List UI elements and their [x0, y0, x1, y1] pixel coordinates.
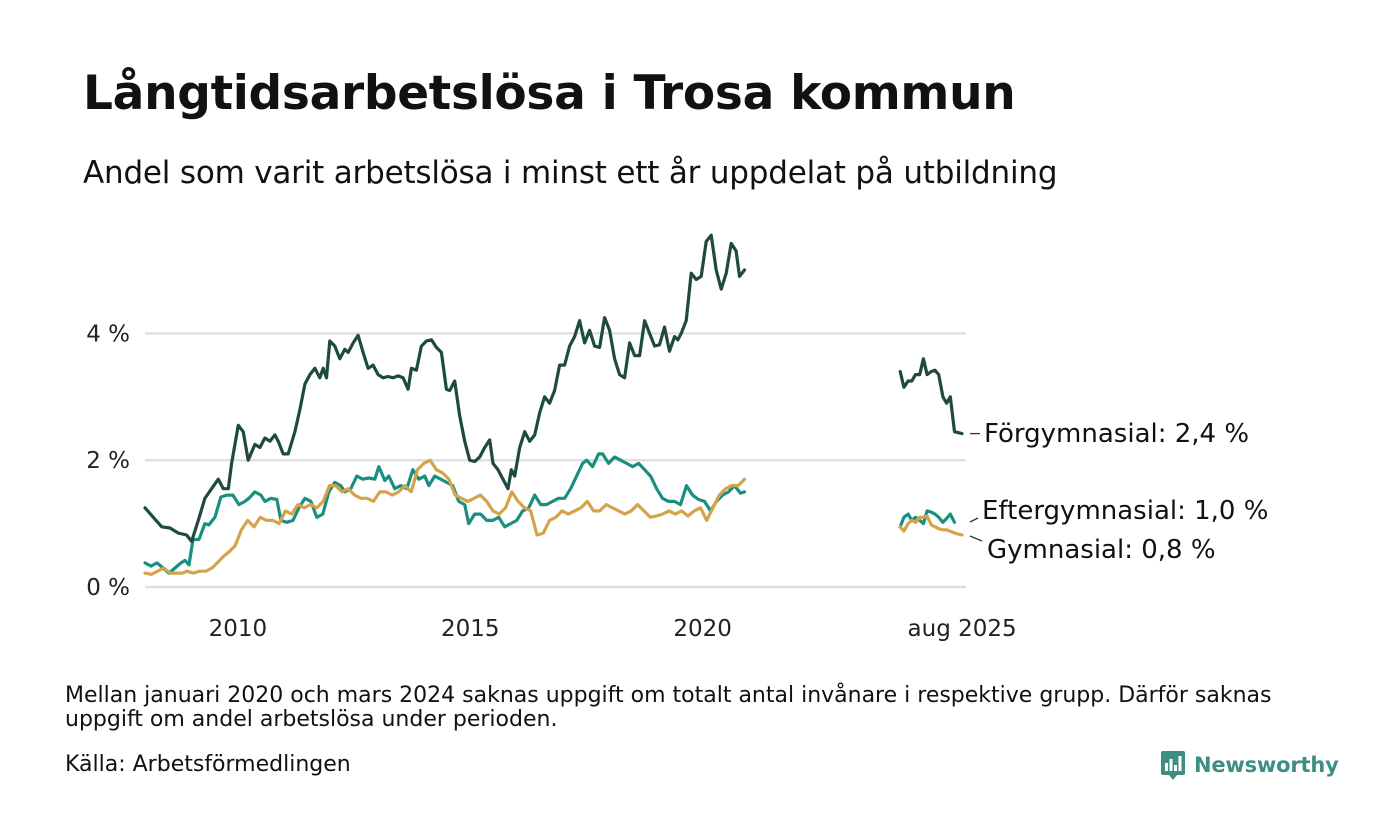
series-line-gymnasial-segment-1: [143, 458, 747, 576]
footnote: Mellan januari 2020 och mars 2024 saknas…: [65, 683, 1272, 732]
end-labels: Förgymnasial: 2,4 % Eftergymnasial: 1,0 %…: [969, 419, 1268, 565]
line-chart: 0 % 2 % 4 % 2010 2015 2020 aug 2025 Förgymnas…: [86, 233, 1268, 642]
chart-subtitle: Andel som varit arbetslösa i minst ett å…: [83, 155, 1058, 191]
end-label-leader: [969, 535, 983, 542]
y-tick-label: 0 %: [86, 575, 130, 601]
source-text: Källa: Arbetsförmedlingen: [65, 752, 351, 777]
series-line-förgymnasial-segment-1: [143, 233, 747, 543]
x-tick-label: 2015: [441, 616, 500, 642]
x-tick-label: aug 2025: [908, 616, 1017, 642]
x-axis: 2010 2015 2020 aug 2025: [209, 616, 1017, 642]
brand-logo: Newsworthy: [1160, 748, 1339, 782]
brand-name: Newsworthy: [1194, 753, 1339, 777]
chart-title: Långtidsarbetslösa i Trosa kommun: [83, 66, 1016, 121]
y-tick-label: 4 %: [86, 321, 130, 347]
series-line-eftergymnasial-segment-1: [143, 452, 747, 575]
series-lines: [143, 233, 964, 576]
end-label-förgymnasial: Förgymnasial: 2,4 %: [984, 419, 1249, 449]
end-label-gymnasial: Gymnasial: 0,8 %: [987, 535, 1216, 565]
end-label-leader: [969, 517, 979, 523]
series-line-eftergymnasial-segment-2: [898, 509, 957, 529]
end-label-eftergymnasial: Eftergymnasial: 1,0 %: [982, 496, 1268, 526]
y-axis: 0 % 2 % 4 %: [86, 321, 130, 601]
newsworthy-logo-icon: [1161, 751, 1185, 780]
series-line-gymnasial-segment-2: [898, 514, 964, 537]
series-line-förgymnasial-segment-2: [898, 357, 964, 436]
x-tick-label: 2010: [209, 616, 268, 642]
x-tick-label: 2020: [673, 616, 732, 642]
y-tick-label: 2 %: [86, 448, 130, 474]
grid-lines: [145, 332, 966, 589]
